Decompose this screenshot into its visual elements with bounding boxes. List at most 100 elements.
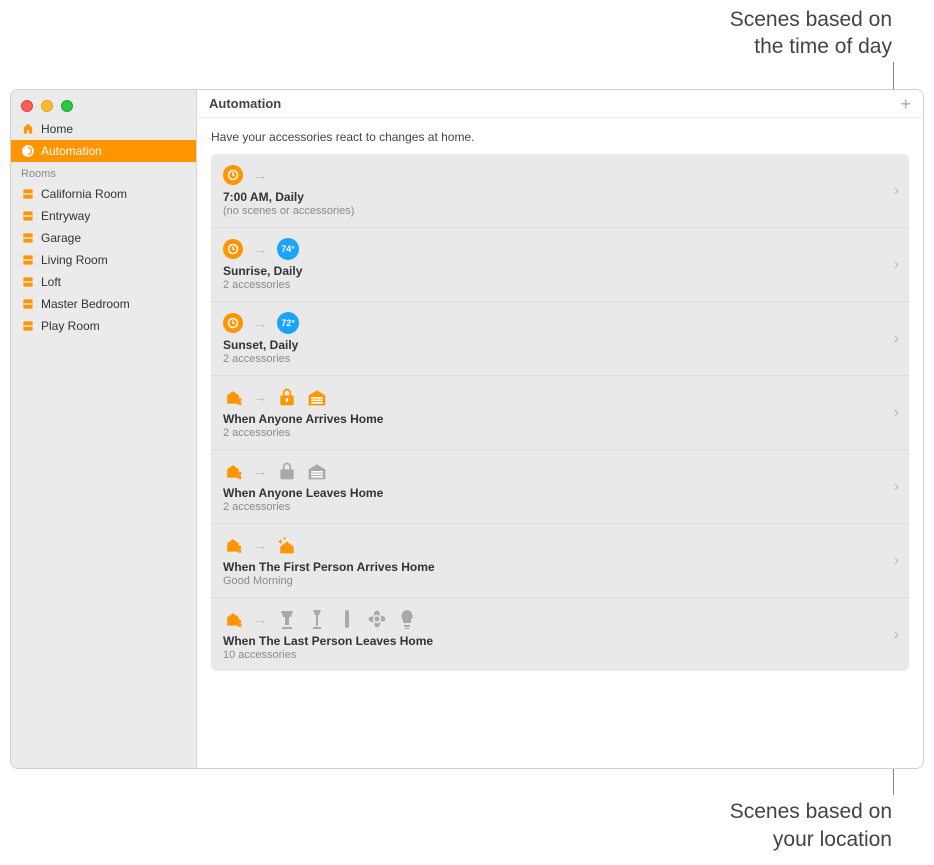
- automation-subtitle: (no scenes or accessories): [223, 205, 879, 217]
- sidebar-item-room[interactable]: Play Room: [11, 315, 196, 337]
- arrow-icon: →: [253, 537, 267, 553]
- sidebar-item-label: Automation: [41, 144, 102, 158]
- callout-line: the time of day: [632, 33, 892, 60]
- clock-icon: [223, 239, 243, 259]
- automation-row[interactable]: → 7:00 AM, Daily (no scenes or accessori…: [211, 154, 909, 228]
- house-person-icon: [223, 609, 243, 629]
- sidebar-item-room[interactable]: Living Room: [11, 249, 196, 271]
- floor-lamp-icon: [307, 609, 327, 629]
- sidebar-item-label: Home: [41, 122, 73, 136]
- chevron-right-icon: ›: [894, 478, 899, 496]
- temperature-badge: 74°: [277, 238, 299, 260]
- sparkle-house-icon: [277, 535, 297, 555]
- automation-subtitle: Good Morning: [223, 575, 879, 587]
- clock-icon: [223, 313, 243, 333]
- sidebar-item-automation[interactable]: Automation: [11, 140, 196, 162]
- callout-line: Scenes based on: [632, 6, 892, 33]
- sidebar-item-home[interactable]: Home: [11, 118, 196, 140]
- close-window-button[interactable]: [21, 100, 33, 112]
- sidebar-item-label: Living Room: [41, 253, 108, 267]
- automation-subtitle: 2 accessories: [223, 279, 879, 291]
- page-title: Automation: [209, 96, 281, 111]
- home-app-window: Home Automation Rooms California Room En…: [10, 89, 924, 769]
- bulb-icon: [397, 609, 417, 629]
- sidebar-section-rooms: Rooms: [11, 162, 196, 183]
- main-content: Automation + Have your accessories react…: [197, 90, 923, 768]
- chevron-right-icon: ›: [894, 182, 899, 200]
- automation-title: When Anyone Arrives Home: [223, 412, 879, 426]
- automation-title: Sunrise, Daily: [223, 264, 879, 278]
- automation-icon-row: → 74°: [223, 238, 879, 260]
- automation-row[interactable]: → 72° Sunset, Daily 2 accessories ›: [211, 302, 909, 376]
- sidebar-item-label: Play Room: [41, 319, 100, 333]
- arrow-icon: →: [253, 167, 267, 183]
- automation-row[interactable]: → 74° Sunrise, Daily 2 accessories ›: [211, 228, 909, 302]
- automation-row[interactable]: → When The First Person Arrives Home Goo…: [211, 524, 909, 598]
- automation-title: Sunset, Daily: [223, 338, 879, 352]
- automation-subtitle: 2 accessories: [223, 427, 879, 439]
- automation-icon-row: →: [223, 164, 879, 186]
- automation-title: When The Last Person Leaves Home: [223, 634, 879, 648]
- fan-icon: [367, 609, 387, 629]
- sidebar-item-label: Loft: [41, 275, 61, 289]
- automation-title: When The First Person Arrives Home: [223, 560, 879, 574]
- house-person-icon: [223, 461, 243, 481]
- automation-title: 7:00 AM, Daily: [223, 190, 879, 204]
- chevron-right-icon: ›: [894, 256, 899, 274]
- chevron-right-icon: ›: [894, 330, 899, 348]
- room-icon: [21, 319, 35, 333]
- arrow-icon: →: [253, 463, 267, 479]
- room-icon: [21, 297, 35, 311]
- chevron-right-icon: ›: [894, 626, 899, 644]
- sidebar-item-label: Master Bedroom: [41, 297, 130, 311]
- callout-line: your location: [632, 826, 892, 853]
- arrow-icon: →: [253, 241, 267, 257]
- sidebar-item-room[interactable]: California Room: [11, 183, 196, 205]
- lock-gray-icon: [277, 461, 297, 481]
- automation-subtitle: 10 accessories: [223, 649, 879, 661]
- sidebar-item-label: Garage: [41, 231, 81, 245]
- automation-icon-row: →: [223, 534, 879, 556]
- callout-location: Scenes based on your location: [632, 798, 892, 853]
- arrow-icon: →: [253, 315, 267, 331]
- minimize-window-button[interactable]: [41, 100, 53, 112]
- room-icon: [21, 209, 35, 223]
- sidebar-item-room[interactable]: Entryway: [11, 205, 196, 227]
- automation-icon-row: →: [223, 608, 879, 630]
- house-person-icon: [223, 535, 243, 555]
- bar-icon: [337, 609, 357, 629]
- automation-icon-row: →: [223, 460, 879, 482]
- automation-subtitle: 2 accessories: [223, 353, 879, 365]
- house-person-icon: [223, 387, 243, 407]
- sidebar-item-room[interactable]: Loft: [11, 271, 196, 293]
- clock-icon: [223, 165, 243, 185]
- garage-gray-icon: [307, 461, 327, 481]
- automation-icon-row: →: [223, 386, 879, 408]
- home-icon: [21, 122, 35, 136]
- callout-line: Scenes based on: [632, 798, 892, 825]
- automation-row[interactable]: → When Anyone Leaves Home 2 accessories …: [211, 450, 909, 524]
- temperature-badge: 72°: [277, 312, 299, 334]
- titlebar: Automation +: [197, 90, 923, 118]
- automation-icon-row: → 72°: [223, 312, 879, 334]
- room-icon: [21, 231, 35, 245]
- callout-time-of-day: Scenes based on the time of day: [632, 6, 892, 61]
- room-icon: [21, 187, 35, 201]
- sidebar: Home Automation Rooms California Room En…: [11, 90, 197, 768]
- room-icon: [21, 253, 35, 267]
- window-controls: [11, 90, 196, 118]
- automation-row[interactable]: → When Anyone Arrives Home 2 accessories…: [211, 376, 909, 450]
- automation-list: → 7:00 AM, Daily (no scenes or accessori…: [211, 154, 909, 671]
- automation-subtitle: 2 accessories: [223, 501, 879, 513]
- zoom-window-button[interactable]: [61, 100, 73, 112]
- automation-title: When Anyone Leaves Home: [223, 486, 879, 500]
- sidebar-item-label: Entryway: [41, 209, 90, 223]
- unlock-orange-icon: [277, 387, 297, 407]
- sidebar-item-room[interactable]: Garage: [11, 227, 196, 249]
- page-subtitle: Have your accessories react to changes a…: [197, 118, 923, 154]
- add-automation-button[interactable]: +: [900, 95, 911, 113]
- chevron-right-icon: ›: [894, 404, 899, 422]
- sidebar-item-room[interactable]: Master Bedroom: [11, 293, 196, 315]
- room-icon: [21, 275, 35, 289]
- automation-row[interactable]: → When The Last Person Leaves Home 10 ac…: [211, 598, 909, 671]
